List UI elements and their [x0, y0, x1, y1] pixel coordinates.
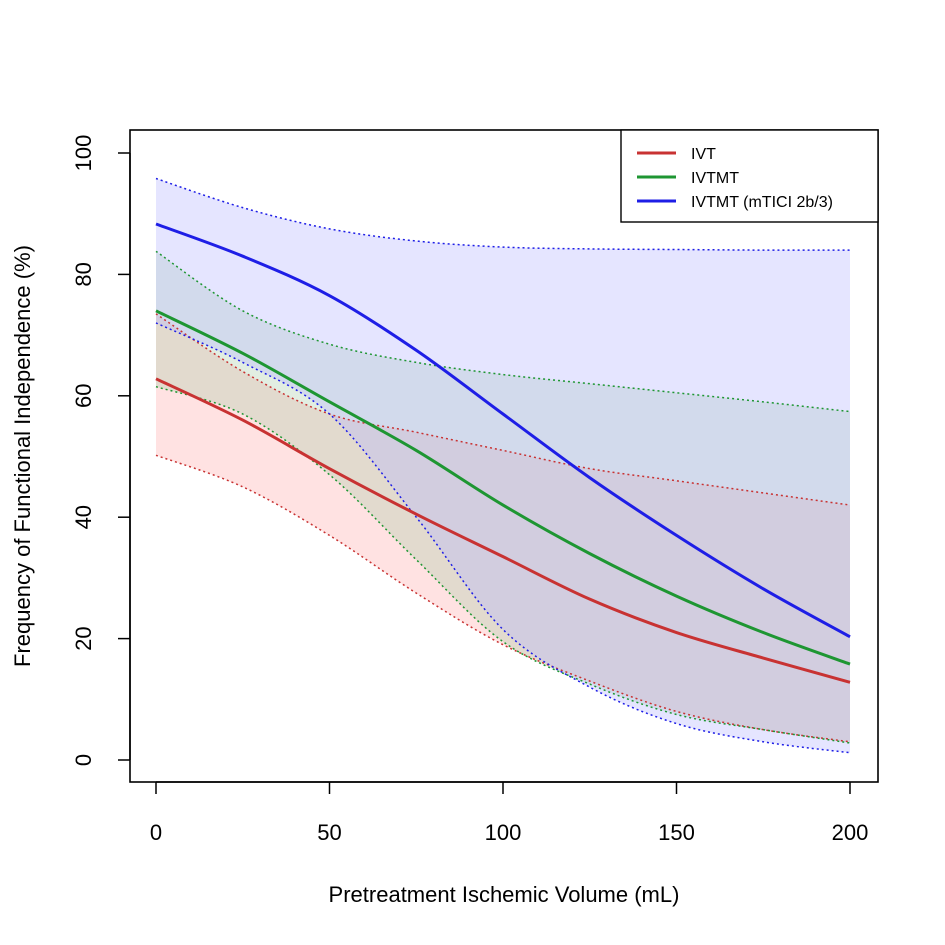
legend-label-0: IVT: [691, 146, 716, 163]
series-line-1: [155, 309, 851, 666]
x-axis-title: Pretreatment Ischemic Volume (mL): [329, 882, 680, 907]
y-axis-title: Frequency of Functional Independence (%): [10, 245, 35, 667]
y-tick-label: 60: [71, 384, 96, 408]
x-tick-label: 150: [658, 820, 695, 845]
series-line-2: [155, 222, 851, 639]
ci-band-1: [156, 251, 850, 744]
x-axis: 0 50 100 150 200: [150, 781, 869, 845]
y-tick-label: 20: [71, 626, 96, 650]
ci-bands: [156, 178, 850, 753]
ci-lower-line-2: [155, 322, 851, 754]
y-tick-label: 80: [71, 262, 96, 286]
legend: IVT IVTMT IVTMT (mTICI 2b/3): [620, 129, 879, 223]
x-tick-label: 0: [150, 820, 162, 845]
ci-upper-line-0: [155, 313, 851, 506]
series-lines: [155, 222, 851, 684]
ci-upper-line-2: [155, 177, 851, 251]
x-tick-label: 100: [485, 820, 522, 845]
ci-band-2: [156, 178, 850, 753]
ci-bound-lines: [155, 177, 851, 754]
x-tick-label: 50: [317, 820, 341, 845]
y-tick-label: 0: [71, 754, 96, 766]
x-tick-label: 200: [832, 820, 869, 845]
legend-label-1: IVTMT: [691, 170, 739, 187]
legend-label-2: IVTMT (mTICI 2b/3): [691, 194, 833, 211]
y-tick-label: 40: [71, 505, 96, 529]
y-tick-label: 100: [71, 135, 96, 172]
ci-band-0: [156, 313, 850, 742]
series-line-0: [155, 377, 851, 684]
ci-upper-line-1: [155, 250, 851, 413]
ci-lower-line-0: [155, 454, 851, 743]
y-axis: 0 20 40 60 80 100: [71, 135, 131, 766]
